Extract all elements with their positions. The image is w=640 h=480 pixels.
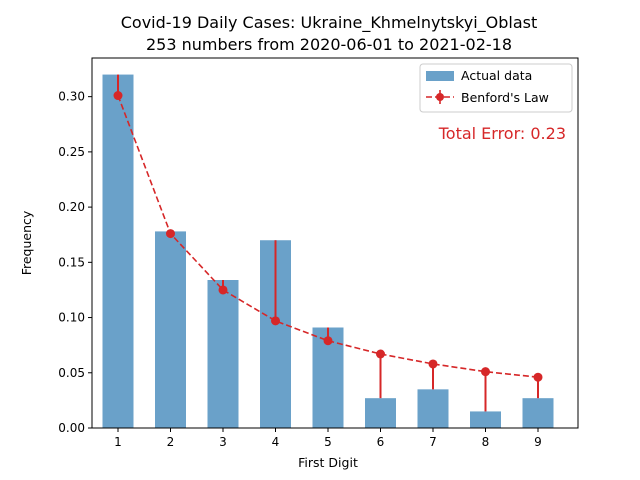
- y-tick-label: 0.15: [58, 255, 85, 269]
- x-tick-label: 6: [377, 435, 385, 449]
- benford-point-digit-9: [533, 372, 543, 382]
- error-bars: [117, 74, 539, 412]
- legend-box: [419, 63, 573, 113]
- benford-point-digit-6: [376, 349, 385, 359]
- x-tick-label: 3: [219, 435, 227, 449]
- bar-digit-7: [417, 389, 449, 428]
- x-axis-ticks: 1 2 3 4 5 6 7 8 9: [114, 428, 542, 449]
- benford-point-digit-3: [218, 285, 228, 295]
- bar-digit-2: [155, 231, 186, 428]
- x-tick-label: 2: [167, 435, 175, 449]
- x-tick-label: 4: [272, 435, 280, 449]
- x-tick-label: 5: [324, 435, 332, 449]
- x-axis-label: First Digit: [298, 455, 358, 470]
- benford-point-digit-1: [113, 91, 123, 101]
- benford-point-digit-8: [481, 367, 490, 377]
- y-tick-label: 0.30: [58, 90, 85, 104]
- bar-digit-9: [522, 398, 554, 428]
- x-tick-label: 7: [429, 435, 437, 449]
- x-tick-label: 1: [114, 435, 122, 449]
- chart-subtitle: 253 numbers from 2020-06-01 to 2021-02-1…: [146, 35, 512, 54]
- chart-title: Covid-19 Daily Cases: Ukraine_Khmelnytsk…: [121, 13, 538, 33]
- bar-digit-8: [470, 411, 501, 428]
- legend-bar-swatch: [426, 71, 454, 81]
- benford-point-digit-2: [166, 229, 175, 239]
- legend-point-swatch: [436, 93, 444, 101]
- y-axis-ticks: 0.00 0.05 0.10 0.15 0.20 0.25 0.30: [58, 90, 92, 435]
- y-tick-label: 0.20: [58, 200, 85, 214]
- x-tick-label: 9: [534, 435, 542, 449]
- y-tick-label: 0.10: [58, 311, 85, 325]
- benford-point-digit-7: [428, 359, 438, 369]
- bar-digit-1: [102, 74, 134, 428]
- legend-actual-label: Actual data: [461, 68, 532, 83]
- bar-digit-3: [207, 280, 239, 428]
- total-error-annotation: Total Error: 0.23: [438, 124, 566, 143]
- benford-line: [117, 95, 539, 378]
- benford-point-digit-4: [271, 316, 280, 326]
- legend-benford-label: Benford's Law: [461, 90, 549, 105]
- bar-digit-6: [365, 398, 396, 428]
- plot-frame: [91, 57, 579, 429]
- benford-point-digit-5: [323, 336, 333, 346]
- y-tick-label: 0.05: [58, 366, 85, 380]
- y-tick-label: 0.00: [58, 421, 85, 435]
- y-axis-label: Frequency: [19, 210, 34, 275]
- legend: Actual data Benford's Law: [419, 63, 573, 113]
- y-tick-label: 0.25: [58, 145, 85, 159]
- x-tick-label: 8: [482, 435, 490, 449]
- benford-points: [113, 91, 543, 382]
